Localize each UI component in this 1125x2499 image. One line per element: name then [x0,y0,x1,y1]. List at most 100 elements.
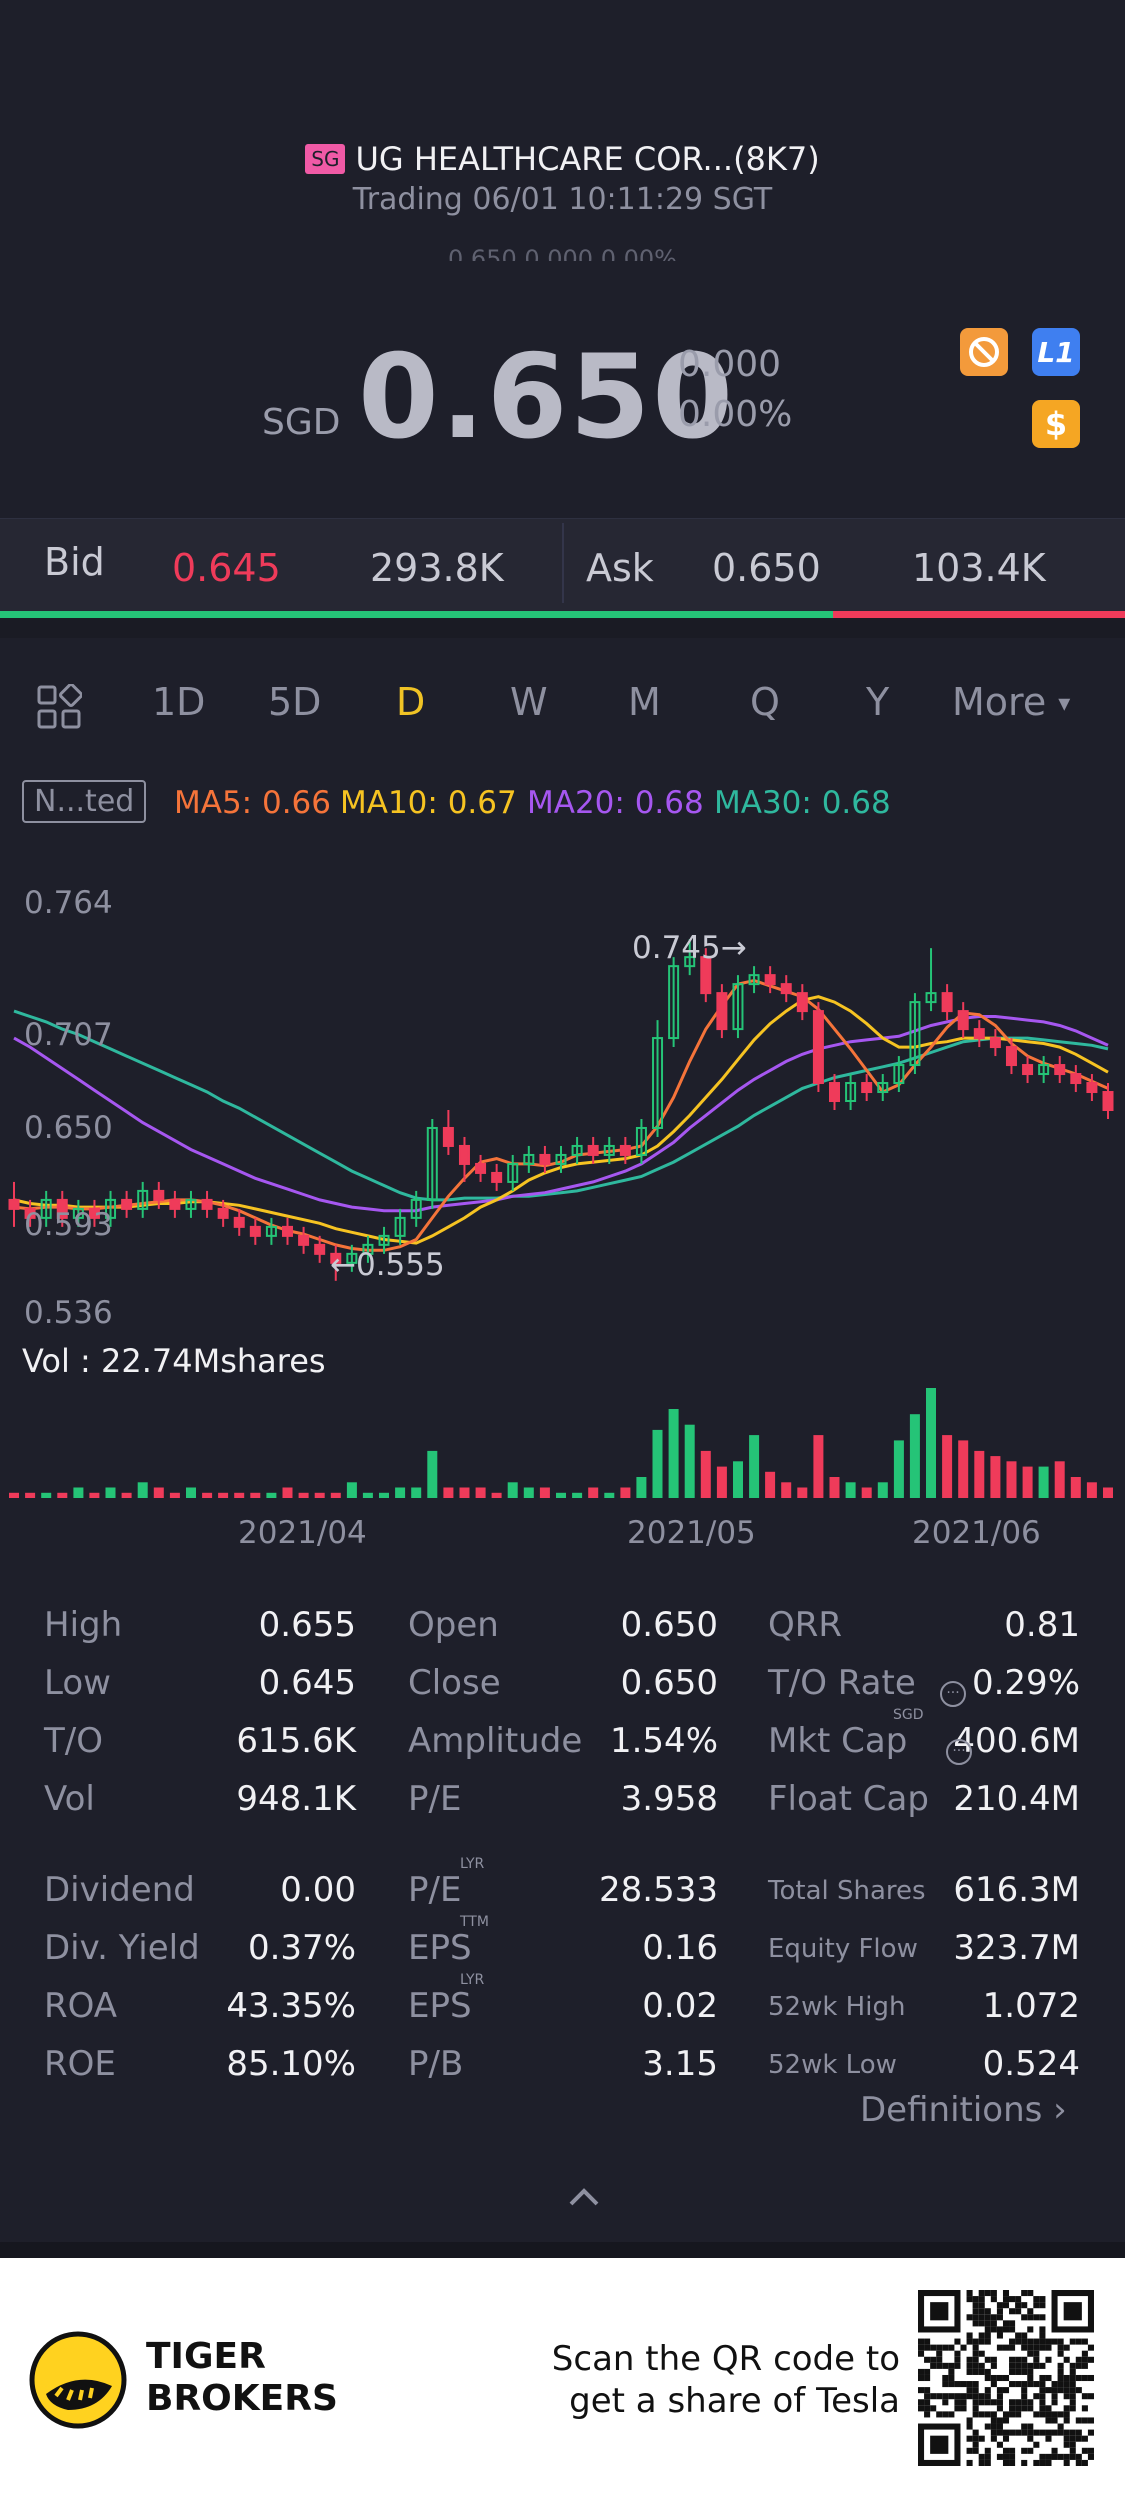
volume-bar [9,1492,19,1498]
volume-bar [314,1492,325,1498]
stat-value: 3.958 [620,1779,718,1819]
candle [394,1208,406,1245]
candle [442,1110,454,1155]
dollar-icon[interactable]: $ [1032,400,1080,448]
promo-line-2: get a share of Tesla [569,2381,900,2421]
volume-bar [797,1487,808,1498]
tab-q[interactable]: Q [750,680,780,724]
tab-d[interactable]: D [396,680,426,724]
candle [925,948,937,1012]
volume-bar [1103,1487,1113,1498]
stat-label: Low [44,1663,111,1703]
stat-value: 0.29% [971,1663,1080,1703]
candle [105,1190,117,1227]
brand-name: TIGER BROKERS [146,2336,338,2420]
volume-bar [636,1477,647,1498]
info-icon[interactable]: ··· [946,1739,972,1765]
candle [362,1235,374,1263]
adjust-type-selector[interactable]: N...ted [22,780,147,823]
stat-label: Vol [44,1779,95,1819]
tab-y[interactable]: Y [866,680,890,724]
candle [426,1118,438,1209]
candle [989,1029,1001,1057]
qr-code [918,2290,1094,2466]
tab-w[interactable]: W [510,680,548,724]
volume-bar [89,1492,100,1498]
volume-bar [700,1450,711,1498]
candle [716,984,728,1039]
stat-label: QRR [768,1605,843,1645]
info-icon[interactable]: ··· [940,1681,966,1707]
volume-bar [346,1482,357,1498]
candle [1038,1056,1050,1084]
candle [153,1181,165,1209]
tab-1d[interactable]: 1D [152,680,206,724]
high-annotation: 0.745→ [632,930,747,966]
candle [603,1136,615,1164]
tab-5d[interactable]: 5D [268,680,322,724]
volume-bar [105,1487,116,1498]
stat-label: T/O Rate [768,1663,916,1703]
tiger-logo-icon [28,2330,128,2434]
candlestick-chart[interactable] [0,860,1125,1420]
chart-grid-icon[interactable] [36,683,83,734]
volume-bar [1070,1477,1081,1498]
stat-label: 52wk High [768,1992,906,2022]
volume-bar [73,1487,84,1498]
candle [378,1226,390,1254]
stat-value: 400.6M [953,1721,1080,1761]
stat-label: EPS [408,1986,472,2026]
ban-icon[interactable] [960,328,1008,376]
candle [491,1163,503,1191]
stat-label: P/E [408,1870,462,1910]
stock-name: UG HEALTHCARE COR...(8K7) [355,140,820,178]
candle [40,1190,52,1227]
market-badge: SG [305,144,346,174]
tab-m[interactable]: M [628,680,661,724]
candle [24,1199,36,1227]
ask-size: 103.4K [912,546,1046,590]
stat-value: 3.15 [642,2044,718,2084]
volume-bar [298,1492,309,1498]
bid-strength-bar [0,611,833,618]
candle [732,975,744,1039]
chevron-up-icon[interactable] [568,2180,600,2215]
tab-more[interactable]: More ▾ [952,680,1070,724]
price-change-pct: 0.00% [678,394,793,435]
volume-bar [845,1482,856,1498]
volume-bar [716,1466,727,1498]
y-tick-1: 0.707 [24,1017,113,1053]
promo-text: Scan the QR code to get a share of Tesla [520,2338,900,2422]
volume-bar [411,1487,422,1498]
volume-bar [813,1435,824,1498]
trading-status: Trading 06/01 10:11:29 SGT [352,182,773,217]
candle [1102,1083,1114,1119]
candle [587,1136,599,1164]
stat-value: 1.54% [609,1721,718,1761]
candle [507,1154,519,1191]
stat-value: 0.02 [642,1986,718,2026]
candle [88,1199,100,1227]
candle [330,1244,342,1281]
volume-bar [1086,1482,1097,1498]
candle [861,1074,873,1102]
volume-bar [459,1487,470,1498]
volume-bar [539,1487,550,1498]
volume-bar [684,1424,695,1498]
stat-value: 0.524 [982,2044,1080,2084]
volume-bar [475,1487,486,1498]
volume-bar [57,1492,68,1498]
volume-bar [491,1492,502,1498]
stat-label: EPS [408,1928,472,1968]
volume-bar [234,1492,245,1498]
level1-icon[interactable]: L1 [1032,328,1080,376]
stat-superscript: LYR [460,1972,485,1988]
candle [346,1244,358,1272]
x-tick-2: 2021/06 [912,1515,1041,1551]
definitions-link[interactable]: Definitions › [860,2090,1067,2130]
stock-title: SG UG HEALTHCARE COR...(8K7) [0,140,1125,178]
volume-bar [1022,1466,1033,1498]
stat-value: 0.16 [642,1928,718,1968]
volume-bar [330,1492,341,1498]
stat-value: 616.3M [953,1870,1080,1910]
